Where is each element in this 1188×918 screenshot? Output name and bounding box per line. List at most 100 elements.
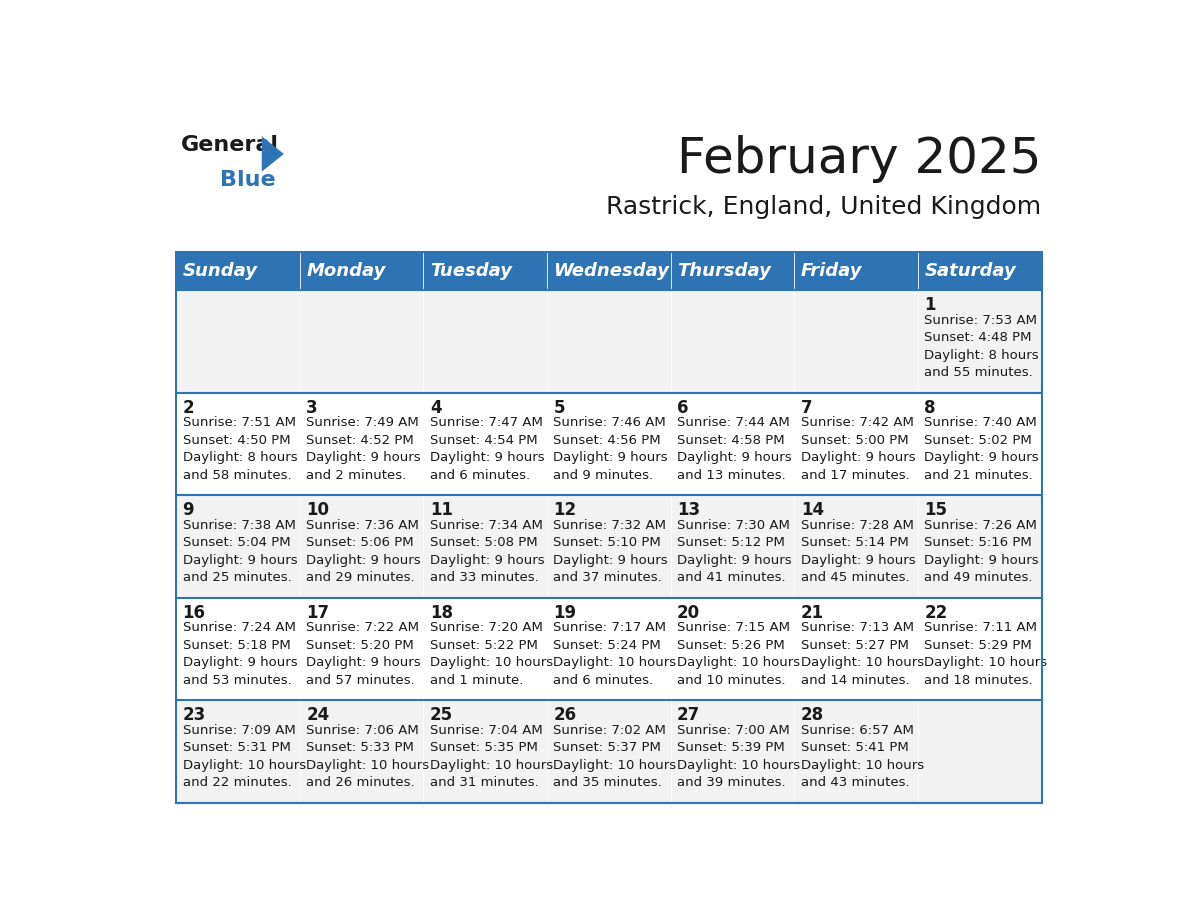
Bar [918, 252, 1042, 290]
Text: General: General [181, 135, 279, 155]
Text: Sunday: Sunday [183, 262, 258, 280]
Bar [546, 700, 671, 803]
Bar [423, 252, 546, 290]
Bar [176, 393, 299, 496]
Text: Sunrise: 7:38 AM
Sunset: 5:04 PM
Daylight: 9 hours
and 25 minutes.: Sunrise: 7:38 AM Sunset: 5:04 PM Dayligh… [183, 519, 297, 584]
Text: 18: 18 [430, 603, 453, 621]
Bar [671, 496, 795, 598]
Text: Sunrise: 7:22 AM
Sunset: 5:20 PM
Daylight: 9 hours
and 57 minutes.: Sunrise: 7:22 AM Sunset: 5:20 PM Dayligh… [307, 621, 421, 687]
Bar [546, 393, 671, 496]
Text: 14: 14 [801, 501, 823, 519]
Polygon shape [261, 136, 284, 172]
Bar [671, 700, 795, 803]
Text: 7: 7 [801, 398, 813, 417]
Text: Sunrise: 7:09 AM
Sunset: 5:31 PM
Daylight: 10 hours
and 22 minutes.: Sunrise: 7:09 AM Sunset: 5:31 PM Dayligh… [183, 723, 305, 789]
Bar [423, 496, 546, 598]
Text: Tuesday: Tuesday [430, 262, 512, 280]
Text: Sunrise: 7:47 AM
Sunset: 4:54 PM
Daylight: 9 hours
and 6 minutes.: Sunrise: 7:47 AM Sunset: 4:54 PM Dayligh… [430, 416, 544, 482]
Text: 12: 12 [554, 501, 576, 519]
Text: 10: 10 [307, 501, 329, 519]
Text: 13: 13 [677, 501, 700, 519]
Bar [299, 496, 423, 598]
Text: 16: 16 [183, 603, 206, 621]
Text: Sunrise: 7:04 AM
Sunset: 5:35 PM
Daylight: 10 hours
and 31 minutes.: Sunrise: 7:04 AM Sunset: 5:35 PM Dayligh… [430, 723, 552, 789]
Bar [795, 393, 918, 496]
Bar [299, 252, 423, 290]
Bar [299, 393, 423, 496]
Bar [546, 496, 671, 598]
Bar [795, 700, 918, 803]
Text: 20: 20 [677, 603, 700, 621]
Bar [176, 496, 299, 598]
Bar [546, 598, 671, 700]
Bar [546, 290, 671, 393]
Text: Sunrise: 7:28 AM
Sunset: 5:14 PM
Daylight: 9 hours
and 45 minutes.: Sunrise: 7:28 AM Sunset: 5:14 PM Dayligh… [801, 519, 916, 584]
Bar [918, 496, 1042, 598]
Text: 5: 5 [554, 398, 565, 417]
Text: 9: 9 [183, 501, 194, 519]
Text: Monday: Monday [307, 262, 386, 280]
Text: 28: 28 [801, 706, 823, 724]
Bar [423, 598, 546, 700]
Text: 26: 26 [554, 706, 576, 724]
Text: 6: 6 [677, 398, 689, 417]
Text: Sunrise: 7:46 AM
Sunset: 4:56 PM
Daylight: 9 hours
and 9 minutes.: Sunrise: 7:46 AM Sunset: 4:56 PM Dayligh… [554, 416, 668, 482]
Text: Sunrise: 7:40 AM
Sunset: 5:02 PM
Daylight: 9 hours
and 21 minutes.: Sunrise: 7:40 AM Sunset: 5:02 PM Dayligh… [924, 416, 1040, 482]
Text: Sunrise: 7:26 AM
Sunset: 5:16 PM
Daylight: 9 hours
and 49 minutes.: Sunrise: 7:26 AM Sunset: 5:16 PM Dayligh… [924, 519, 1040, 584]
Text: 19: 19 [554, 603, 576, 621]
Text: Sunrise: 6:57 AM
Sunset: 5:41 PM
Daylight: 10 hours
and 43 minutes.: Sunrise: 6:57 AM Sunset: 5:41 PM Dayligh… [801, 723, 924, 789]
Text: Sunrise: 7:34 AM
Sunset: 5:08 PM
Daylight: 9 hours
and 33 minutes.: Sunrise: 7:34 AM Sunset: 5:08 PM Dayligh… [430, 519, 544, 584]
Text: 25: 25 [430, 706, 453, 724]
Text: Sunrise: 7:11 AM
Sunset: 5:29 PM
Daylight: 10 hours
and 18 minutes.: Sunrise: 7:11 AM Sunset: 5:29 PM Dayligh… [924, 621, 1048, 687]
Text: Sunrise: 7:30 AM
Sunset: 5:12 PM
Daylight: 9 hours
and 41 minutes.: Sunrise: 7:30 AM Sunset: 5:12 PM Dayligh… [677, 519, 791, 584]
Bar [671, 598, 795, 700]
Text: Sunrise: 7:06 AM
Sunset: 5:33 PM
Daylight: 10 hours
and 26 minutes.: Sunrise: 7:06 AM Sunset: 5:33 PM Dayligh… [307, 723, 429, 789]
Text: Sunrise: 7:42 AM
Sunset: 5:00 PM
Daylight: 9 hours
and 17 minutes.: Sunrise: 7:42 AM Sunset: 5:00 PM Dayligh… [801, 416, 916, 482]
Bar [795, 252, 918, 290]
Bar [299, 290, 423, 393]
Text: 2: 2 [183, 398, 194, 417]
Text: Sunrise: 7:13 AM
Sunset: 5:27 PM
Daylight: 10 hours
and 14 minutes.: Sunrise: 7:13 AM Sunset: 5:27 PM Dayligh… [801, 621, 924, 687]
Bar [671, 252, 795, 290]
Bar [423, 393, 546, 496]
Text: Saturday: Saturday [924, 262, 1016, 280]
Bar [671, 393, 795, 496]
Text: 3: 3 [307, 398, 318, 417]
Bar [918, 290, 1042, 393]
Text: Sunrise: 7:44 AM
Sunset: 4:58 PM
Daylight: 9 hours
and 13 minutes.: Sunrise: 7:44 AM Sunset: 4:58 PM Dayligh… [677, 416, 791, 482]
Text: 21: 21 [801, 603, 823, 621]
Text: 15: 15 [924, 501, 947, 519]
Text: 4: 4 [430, 398, 442, 417]
Text: Wednesday: Wednesday [554, 262, 670, 280]
Text: Sunrise: 7:36 AM
Sunset: 5:06 PM
Daylight: 9 hours
and 29 minutes.: Sunrise: 7:36 AM Sunset: 5:06 PM Dayligh… [307, 519, 421, 584]
Text: Blue: Blue [220, 170, 276, 190]
Text: 11: 11 [430, 501, 453, 519]
Bar [299, 598, 423, 700]
Text: Friday: Friday [801, 262, 862, 280]
Bar [176, 252, 299, 290]
Bar [176, 290, 299, 393]
Text: 24: 24 [307, 706, 329, 724]
Text: Sunrise: 7:00 AM
Sunset: 5:39 PM
Daylight: 10 hours
and 39 minutes.: Sunrise: 7:00 AM Sunset: 5:39 PM Dayligh… [677, 723, 801, 789]
Text: Sunrise: 7:32 AM
Sunset: 5:10 PM
Daylight: 9 hours
and 37 minutes.: Sunrise: 7:32 AM Sunset: 5:10 PM Dayligh… [554, 519, 668, 584]
Text: Sunrise: 7:15 AM
Sunset: 5:26 PM
Daylight: 10 hours
and 10 minutes.: Sunrise: 7:15 AM Sunset: 5:26 PM Dayligh… [677, 621, 801, 687]
Bar [176, 598, 299, 700]
Text: Thursday: Thursday [677, 262, 771, 280]
Bar [918, 700, 1042, 803]
Bar [795, 290, 918, 393]
Text: Sunrise: 7:53 AM
Sunset: 4:48 PM
Daylight: 8 hours
and 55 minutes.: Sunrise: 7:53 AM Sunset: 4:48 PM Dayligh… [924, 314, 1040, 379]
Text: Sunrise: 7:02 AM
Sunset: 5:37 PM
Daylight: 10 hours
and 35 minutes.: Sunrise: 7:02 AM Sunset: 5:37 PM Dayligh… [554, 723, 677, 789]
Bar [918, 393, 1042, 496]
Text: February 2025: February 2025 [677, 135, 1042, 183]
Bar [176, 700, 299, 803]
Bar [671, 290, 795, 393]
Text: 23: 23 [183, 706, 206, 724]
Text: 17: 17 [307, 603, 329, 621]
Bar [795, 496, 918, 598]
Text: 27: 27 [677, 706, 701, 724]
Bar [423, 700, 546, 803]
Text: 1: 1 [924, 297, 936, 314]
Bar [299, 700, 423, 803]
Text: Sunrise: 7:17 AM
Sunset: 5:24 PM
Daylight: 10 hours
and 6 minutes.: Sunrise: 7:17 AM Sunset: 5:24 PM Dayligh… [554, 621, 677, 687]
Text: 8: 8 [924, 398, 936, 417]
